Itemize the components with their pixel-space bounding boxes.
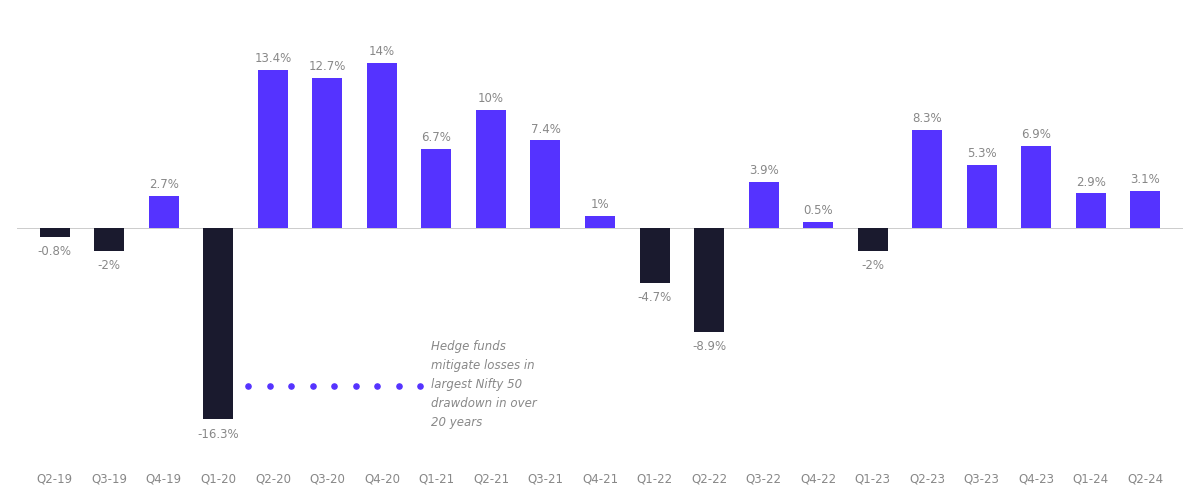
Bar xyxy=(803,222,833,228)
Text: 8.3%: 8.3% xyxy=(912,112,942,125)
Text: -8.9%: -8.9% xyxy=(692,340,726,353)
Text: 1%: 1% xyxy=(590,197,610,210)
Bar xyxy=(312,79,342,228)
Bar xyxy=(1075,194,1105,228)
Bar xyxy=(203,228,233,420)
Bar xyxy=(476,111,506,228)
Bar xyxy=(967,166,997,228)
Bar xyxy=(749,182,779,228)
Text: 3.9%: 3.9% xyxy=(749,163,779,176)
Text: -2%: -2% xyxy=(98,259,121,272)
Point xyxy=(389,383,408,391)
Point xyxy=(325,383,344,391)
Bar xyxy=(40,228,70,237)
Bar xyxy=(367,64,397,228)
Point xyxy=(239,383,258,391)
Text: Hedge funds
mitigate losses in
largest Nifty 50
drawdown in over
20 years: Hedge funds mitigate losses in largest N… xyxy=(431,340,536,428)
Text: 6.7%: 6.7% xyxy=(421,131,451,143)
Bar xyxy=(1130,192,1160,228)
Bar xyxy=(95,228,125,252)
Point xyxy=(282,383,301,391)
Point xyxy=(367,383,386,391)
Bar xyxy=(640,228,670,284)
Point xyxy=(346,383,365,391)
Text: 10%: 10% xyxy=(478,92,504,105)
Bar xyxy=(1021,147,1051,228)
Point xyxy=(410,383,430,391)
Bar xyxy=(858,228,888,252)
Text: -0.8%: -0.8% xyxy=(38,244,72,258)
Bar xyxy=(530,141,560,228)
Bar xyxy=(149,196,179,228)
Text: 5.3%: 5.3% xyxy=(967,147,996,160)
Point xyxy=(304,383,323,391)
Text: -16.3%: -16.3% xyxy=(198,427,239,440)
Bar xyxy=(694,228,724,333)
Text: 6.9%: 6.9% xyxy=(1021,128,1051,141)
Text: 14%: 14% xyxy=(368,45,395,58)
Text: 7.4%: 7.4% xyxy=(530,122,560,135)
Text: 2.9%: 2.9% xyxy=(1075,175,1105,188)
Text: 13.4%: 13.4% xyxy=(254,52,292,65)
Text: 3.1%: 3.1% xyxy=(1130,173,1160,186)
Bar xyxy=(258,71,288,228)
Point xyxy=(260,383,280,391)
Text: 2.7%: 2.7% xyxy=(149,177,179,190)
Text: 0.5%: 0.5% xyxy=(803,203,833,216)
Bar xyxy=(586,216,614,228)
Bar xyxy=(912,131,942,228)
Bar xyxy=(421,149,451,228)
Text: 12.7%: 12.7% xyxy=(308,60,346,73)
Text: -4.7%: -4.7% xyxy=(637,291,672,303)
Text: -2%: -2% xyxy=(862,259,884,272)
